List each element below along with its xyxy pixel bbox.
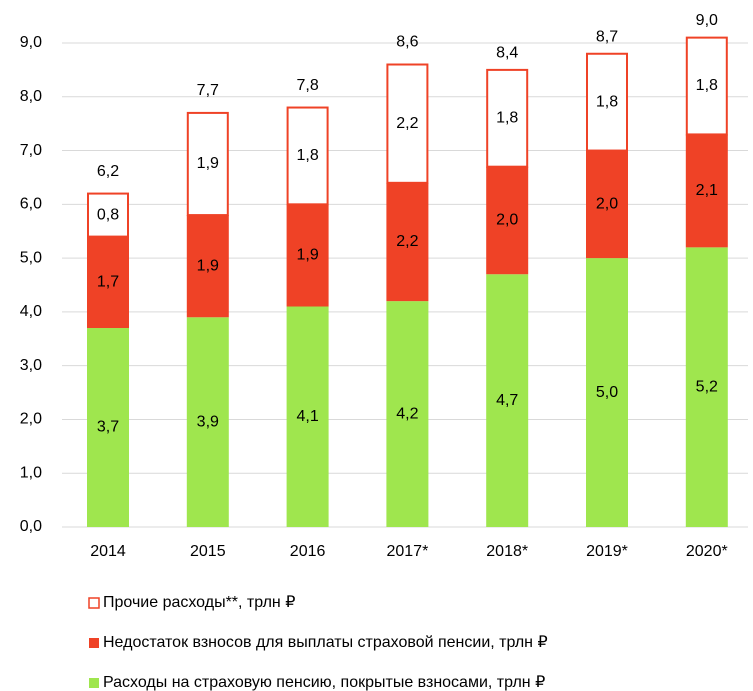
- bar-segment: [87, 192, 129, 238]
- data-label: 1,8: [496, 110, 518, 127]
- data-label: 3,9: [197, 413, 219, 430]
- x-tick-label: 2019*: [586, 543, 628, 560]
- x-tick-label: 2015: [190, 543, 226, 560]
- data-label: 3,7: [97, 419, 119, 436]
- y-tick-label: 7,0: [20, 142, 42, 159]
- legend-marker: [88, 597, 100, 609]
- y-tick-label: 0,0: [20, 518, 42, 535]
- bar-segment: [586, 150, 628, 259]
- x-tick-label: 2018*: [486, 543, 528, 560]
- x-tick-label: 2014: [90, 543, 126, 560]
- data-label: 1,9: [197, 155, 219, 172]
- y-tick-label: 6,0: [20, 196, 42, 213]
- data-label: 2,0: [596, 196, 618, 213]
- y-tick-label: 2,0: [20, 411, 42, 428]
- total-label: 6,2: [97, 163, 119, 180]
- data-label: 0,8: [97, 206, 119, 223]
- bar-segment: [486, 274, 529, 527]
- total-label: 7,7: [197, 82, 219, 99]
- data-label: 1,8: [296, 147, 318, 164]
- x-tick-label: 2017*: [386, 543, 428, 560]
- data-label: 1,7: [97, 274, 119, 291]
- total-label: 7,8: [296, 77, 318, 94]
- data-label: 5,2: [696, 378, 718, 395]
- total-label: 8,7: [596, 28, 618, 45]
- y-tick-label: 5,0: [20, 249, 42, 266]
- data-label: 2,0: [496, 212, 518, 229]
- bar-segment: [87, 328, 129, 527]
- y-tick-label: 3,0: [20, 357, 42, 374]
- bar-segment: [386, 301, 429, 527]
- bar-segment: [186, 215, 229, 318]
- bar-segment: [486, 68, 529, 168]
- bar-segment: [586, 258, 628, 527]
- data-label: 5,0: [596, 384, 618, 401]
- data-label: 1,9: [296, 247, 318, 264]
- data-label: 2,2: [396, 115, 418, 132]
- legend-label: Расходы на страховую пенсию, покрытые вз…: [103, 674, 545, 691]
- bar-segment: [186, 111, 229, 217]
- legend-marker: [89, 638, 99, 648]
- bar-segment: [286, 204, 329, 307]
- total-label: 8,4: [496, 44, 518, 61]
- data-label: 1,8: [696, 77, 718, 94]
- data-label: 2,2: [396, 233, 418, 250]
- legend-marker: [89, 678, 99, 688]
- y-tick-label: 8,0: [20, 88, 42, 105]
- data-label: 4,7: [496, 392, 518, 409]
- y-tick-label: 1,0: [20, 464, 42, 481]
- data-label: 4,1: [296, 408, 318, 425]
- legend-label: Прочие расходы**, трлн ₽: [103, 594, 295, 611]
- x-tick-label: 2020*: [686, 543, 728, 560]
- bar-segment: [386, 63, 429, 184]
- bar-segment: [685, 134, 728, 248]
- y-tick-label: 9,0: [20, 34, 42, 51]
- bar-segment: [186, 317, 229, 527]
- bar-segment: [685, 36, 728, 136]
- data-label: 1,9: [197, 257, 219, 274]
- y-tick-label: 4,0: [20, 303, 42, 320]
- bar-segment: [685, 247, 728, 527]
- x-tick-label: 2016: [290, 543, 326, 560]
- bar-segment: [87, 236, 129, 329]
- total-label: 8,6: [396, 34, 418, 51]
- data-label: 1,8: [596, 93, 618, 110]
- bar-segment: [386, 182, 429, 302]
- data-label: 4,2: [396, 405, 418, 422]
- bar-segment: [586, 52, 628, 152]
- bar-segment: [286, 306, 329, 527]
- bar-segment: [486, 166, 529, 275]
- bar-segment: [286, 106, 329, 206]
- data-label: 2,1: [696, 182, 718, 199]
- total-label: 9,0: [696, 12, 718, 29]
- legend-label: Недостаток взносов для выплаты страховой…: [103, 634, 548, 651]
